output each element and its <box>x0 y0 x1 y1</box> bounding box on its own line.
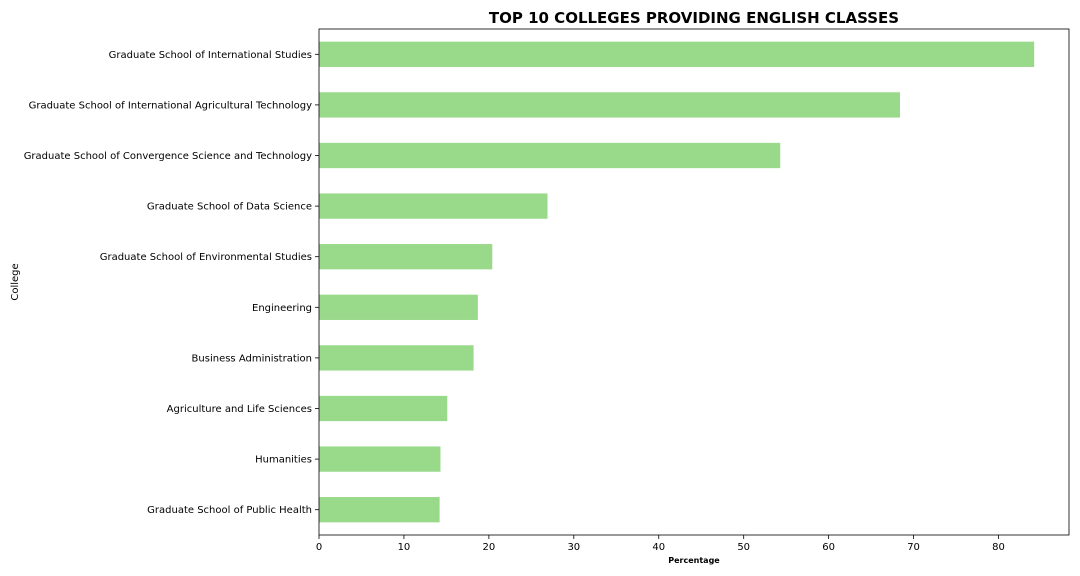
bar-2 <box>319 142 781 169</box>
x-tick-label: 30 <box>567 542 580 553</box>
y-axis-label: College <box>10 263 21 300</box>
x-tick-label: 10 <box>398 542 411 553</box>
chart-title: TOP 10 COLLEGES PROVIDING ENGLISH CLASSE… <box>489 9 899 27</box>
category-labels: Graduate School of International Studies… <box>24 50 319 516</box>
x-tick-label: 40 <box>652 542 665 553</box>
category-label: Engineering <box>252 303 312 314</box>
x-tick-label: 0 <box>316 542 322 553</box>
category-label: Graduate School of Data Science <box>147 202 312 213</box>
plot-frame <box>318 28 1070 536</box>
x-tick-label: 20 <box>483 542 496 553</box>
category-label: Humanities <box>255 455 312 466</box>
bars-layer <box>319 41 1035 523</box>
bar-1 <box>319 92 900 118</box>
category-label: Graduate School of International Agricul… <box>29 100 312 111</box>
category-label: Graduate School of Convergence Science a… <box>24 151 312 162</box>
bar-9 <box>319 497 440 523</box>
bar-8 <box>319 446 441 472</box>
bar-6 <box>319 345 474 371</box>
bar-7 <box>319 395 448 422</box>
bar-4 <box>319 244 493 270</box>
bar-3 <box>319 193 548 219</box>
x-tick-label: 60 <box>822 542 835 553</box>
category-label: Agriculture and Life Sciences <box>167 404 312 415</box>
x-axis-label: Percentage <box>668 556 720 565</box>
category-label: Graduate School of International Studies <box>109 50 312 61</box>
x-axis-ticks: 0 10 20 30 40 50 60 70 80 <box>316 535 1005 553</box>
bar-5 <box>319 294 478 320</box>
category-label: Business Administration <box>192 353 312 364</box>
category-label: Graduate School of Public Health <box>147 505 312 516</box>
x-tick-label: 50 <box>737 542 750 553</box>
x-tick-label: 70 <box>907 542 920 553</box>
category-label: Graduate School of Environmental Studies <box>100 252 312 263</box>
bar-0 <box>319 41 1035 67</box>
x-tick-label: 80 <box>992 542 1005 553</box>
